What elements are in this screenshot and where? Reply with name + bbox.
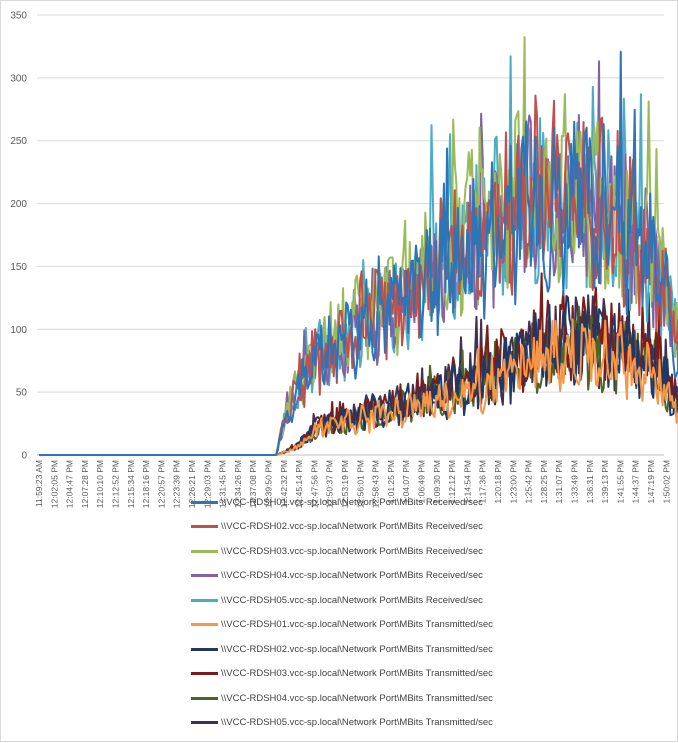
x-tick-label: 1:17:36 PM: [478, 460, 488, 503]
legend-swatch: [191, 500, 218, 504]
x-tick-label: 12:18:16 PM: [141, 460, 151, 508]
legend-item: \\VCC-RDSH02.vcc-sp.local\Network Port\M…: [191, 640, 493, 658]
x-tick-label: 1:36:31 PM: [585, 460, 595, 503]
x-tick-label: 12:02:05 PM: [49, 460, 59, 508]
series-line-4: [39, 60, 678, 456]
series-line-1: [39, 50, 678, 456]
x-tick-label: 1:52:44 PM: [677, 460, 678, 503]
legend-swatch: [191, 647, 218, 651]
x-tick-label: 12:29:03 PM: [202, 460, 212, 508]
x-tick-label: 12:23:39 PM: [172, 460, 182, 508]
x-tick-label: 1:33:49 PM: [570, 460, 580, 503]
x-tick-label: 12:15:34 PM: [126, 460, 136, 508]
x-tick-label: 12:39:50 PM: [264, 460, 274, 508]
x-tick-label: 12:45:14 PM: [294, 460, 304, 508]
x-tick-label: 1:50:02 PM: [661, 460, 671, 503]
x-tick-label: 1:09:30 PM: [432, 460, 442, 503]
x-tick-label: 12:20:57 PM: [156, 460, 166, 508]
legend-swatch: [191, 598, 218, 602]
legend-item: \\VCC-RDSH04.vcc-sp.local\Network Port\M…: [191, 689, 493, 707]
legend-label: \\VCC-RDSH02.vcc-sp.local\Network Port\M…: [221, 643, 493, 655]
legend-label: \\VCC-RDSH04.vcc-sp.local\Network Port\M…: [221, 570, 483, 581]
x-tick-label: 1:39:13 PM: [600, 460, 610, 503]
x-tick-label: 1:44:37 PM: [631, 460, 641, 503]
y-tick-label: 0: [21, 451, 27, 462]
y-tick-label: 50: [16, 388, 28, 399]
y-tick-label: 200: [10, 199, 27, 210]
legend-swatch: [191, 574, 218, 577]
x-tick-label: 1:41:55 PM: [615, 460, 625, 503]
x-tick-label: 12:10:10 PM: [95, 460, 105, 508]
x-tick-label: 12:31:45 PM: [218, 460, 228, 508]
legend-swatch: [191, 672, 218, 675]
y-tick-label: 150: [10, 262, 27, 273]
y-tick-label: 250: [10, 136, 27, 147]
x-tick-label: 12:12:52 PM: [111, 460, 121, 508]
legend-label: \\VCC-RDSH02.vcc-sp.local\Network Port\M…: [221, 521, 483, 532]
x-tick-label: 1:28:25 PM: [539, 460, 549, 503]
legend-item: \\VCC-RDSH04.vcc-sp.local\Network Port\M…: [191, 567, 483, 585]
y-tick-label: 100: [10, 325, 27, 336]
legend-label: \\VCC-RDSH05.vcc-sp.local\Network Port\M…: [221, 717, 493, 728]
x-tick-label: 1:20:18 PM: [493, 460, 503, 503]
x-tick-label: 12:50:37 PM: [325, 460, 335, 508]
legend-item: \\VCC-RDSH03.vcc-sp.local\Network Port\M…: [191, 665, 493, 683]
x-tick-label: 1:04:07 PM: [401, 460, 411, 503]
legend-label: \\VCC-RDSH01.vcc-sp.local\Network Port\M…: [221, 496, 483, 508]
y-axis-ticks: 0 50 100 150 200 250 300 350: [10, 11, 27, 462]
legend-item: \\VCC-RDSH05.vcc-sp.local\Network Port\M…: [191, 591, 483, 609]
x-tick-label: 12:26:21 PM: [187, 460, 197, 508]
x-tick-label: 1:14:54 PM: [462, 460, 472, 503]
x-tick-label: 1:47:19 PM: [646, 460, 656, 503]
legend-swatch: [191, 525, 218, 528]
legend-swatch: [191, 696, 218, 700]
legend-swatch: [191, 721, 218, 724]
series-line-2: [39, 94, 678, 456]
legend-label: \\VCC-RDSH03.vcc-sp.local\Network Port\M…: [221, 545, 483, 557]
legend-label: \\VCC-RDSH03.vcc-sp.local\Network Port\M…: [221, 668, 493, 679]
x-tick-label: 11:59:23 AM: [34, 460, 44, 507]
legend-swatch: [191, 623, 218, 626]
x-tick-label: 12:56:01 PM: [355, 460, 365, 508]
x-tick-label: 12:34:26 PM: [233, 460, 243, 508]
legend-label: \\VCC-RDSH04.vcc-sp.local\Network Port\M…: [221, 692, 493, 704]
x-tick-label: 1:12:12 PM: [447, 460, 457, 503]
x-tick-label: 12:04:47 PM: [65, 460, 75, 508]
legend-item: \\VCC-RDSH03.vcc-sp.local\Network Port\M…: [191, 542, 483, 560]
legend-swatch: [191, 549, 218, 553]
x-tick-label: 1:23:00 PM: [508, 460, 518, 503]
x-tick-label: 12:58:43 PM: [371, 460, 381, 508]
x-tick-label: 12:47:56 PM: [309, 460, 319, 508]
legend-item: \\VCC-RDSH01.vcc-sp.local\Network Port\M…: [191, 493, 483, 511]
legend-item: \\VCC-RDSH02.vcc-sp.local\Network Port\M…: [191, 518, 483, 536]
x-tick-label: 12:37:08 PM: [248, 460, 258, 508]
series-line-5: [39, 55, 678, 456]
y-tick-label: 350: [10, 11, 27, 22]
x-tick-label: 12:53:19 PM: [340, 460, 350, 508]
legend-label: \\VCC-RDSH05.vcc-sp.local\Network Port\M…: [221, 594, 483, 606]
x-tick-label: 1:01:25 PM: [386, 460, 396, 503]
x-axis-ticks: 11:59:23 AM 12:02:05 PM 12:04:47 PM 12:07:2…: [34, 460, 678, 508]
x-tick-label: 1:06:49 PM: [417, 460, 427, 503]
legend-item: \\VCC-RDSH05.vcc-sp.local\Network Port\M…: [191, 714, 493, 732]
series-lines: [39, 36, 678, 456]
x-tick-label: 12:42:32 PM: [279, 460, 289, 508]
x-tick-label: 1:25:42 PM: [524, 460, 534, 503]
x-tick-label: 1:31:07 PM: [554, 460, 564, 503]
legend-label: \\VCC-RDSH01.vcc-sp.local\Network Port\M…: [221, 619, 493, 630]
legend-item: \\VCC-RDSH01.vcc-sp.local\Network Port\M…: [191, 616, 493, 634]
y-tick-label: 300: [10, 73, 27, 84]
x-tick-label: 12:07:28 PM: [80, 460, 90, 508]
